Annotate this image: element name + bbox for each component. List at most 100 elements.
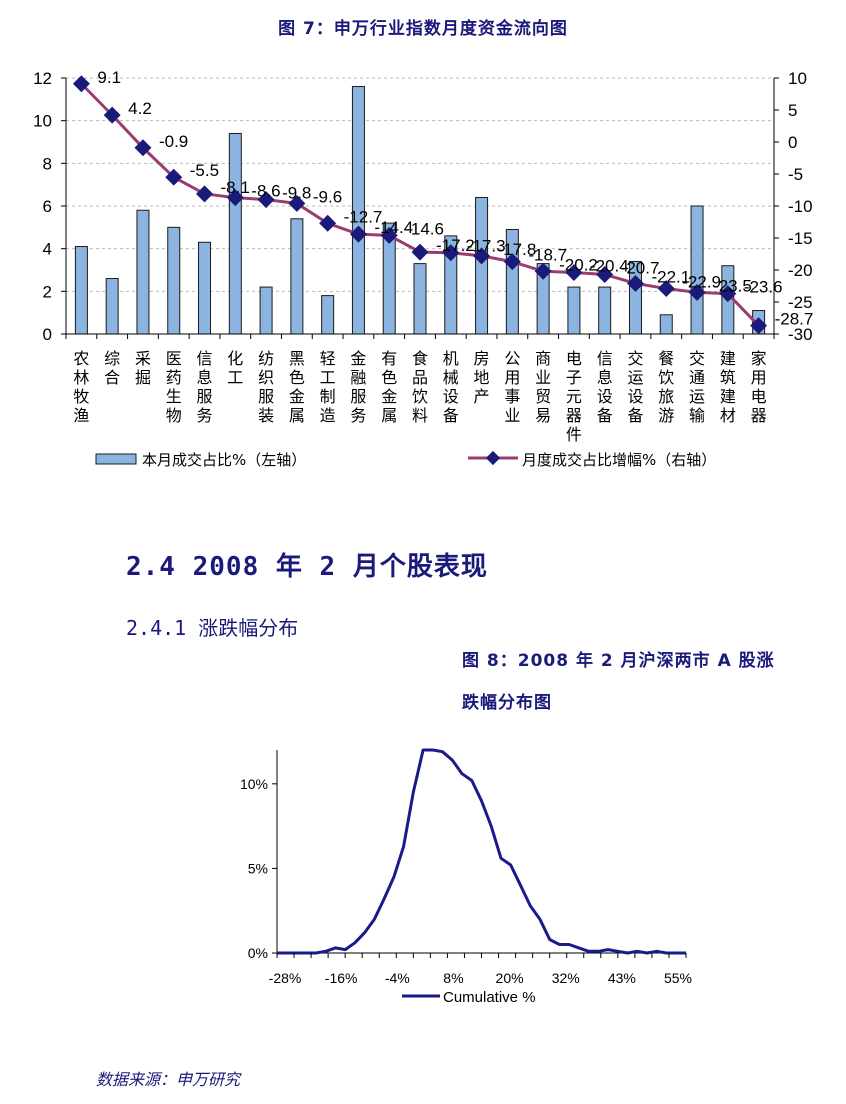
left-tick-label: 4	[43, 240, 52, 259]
x-tick-label: -28%	[269, 970, 302, 986]
right-tick-label: -10	[788, 197, 813, 216]
data-label: -17.2	[436, 236, 475, 255]
right-tick-label: -15	[788, 229, 813, 248]
left-tick-label: 10	[33, 112, 52, 131]
right-tick-label: 0	[788, 133, 797, 152]
category-label: 建筑建材	[720, 349, 736, 425]
category-label: 交运设备	[627, 349, 643, 425]
line-marker	[503, 253, 521, 271]
line-marker	[411, 243, 429, 261]
category-label: 信息服务	[197, 349, 213, 425]
category-label: 家用电器	[751, 349, 767, 425]
line-marker	[750, 317, 768, 335]
x-tick-label: -4%	[385, 970, 410, 986]
data-label: -22.1	[651, 267, 690, 286]
line-marker	[257, 191, 275, 209]
line-marker	[349, 225, 367, 243]
y-tick-label: 10%	[240, 776, 268, 792]
category-label: 有色金属	[381, 349, 397, 425]
line-marker	[196, 185, 214, 203]
legend-line-label: 月度成交占比增幅%（右轴）	[522, 451, 716, 469]
line-marker	[134, 139, 152, 157]
legend-bar-swatch	[95, 453, 137, 465]
line-marker	[596, 265, 614, 283]
bar	[567, 286, 581, 335]
category-label: 金融服务	[350, 349, 366, 425]
line-marker	[288, 194, 306, 212]
category-label: 交通运输	[689, 349, 705, 425]
line-marker	[103, 106, 121, 124]
category-label: 黑色金属	[289, 349, 305, 425]
category-label: 房地产	[474, 349, 490, 406]
line-marker	[565, 264, 583, 282]
right-tick-label: -5	[788, 165, 803, 184]
right-tick-label: -20	[788, 261, 813, 280]
data-label: -20.2	[559, 255, 598, 274]
bar	[167, 226, 181, 335]
right-tick-label: 5	[788, 101, 797, 120]
legend-line-marker	[485, 450, 501, 466]
category-label: 轻工制造	[320, 349, 336, 425]
line-marker	[473, 247, 491, 265]
left-tick-label: 6	[43, 197, 52, 216]
data-label: -28.7	[775, 310, 814, 329]
category-label: 信息设备	[597, 349, 613, 425]
data-source-note: 数据来源：申万研究	[96, 1070, 241, 1089]
data-label: -9.6	[313, 187, 342, 206]
category-label: 电子元器件	[566, 349, 582, 444]
bar	[321, 295, 335, 335]
bar	[413, 263, 427, 335]
figure-8-caption: 图 8：2008 年 2 月沪深两市 A 股涨 跌幅分布图	[462, 640, 782, 724]
y-tick-label: 0%	[248, 945, 268, 961]
data-label: -23.5	[713, 276, 752, 295]
line-marker	[719, 285, 737, 303]
data-label: -9.8	[282, 184, 311, 203]
x-tick-label: 43%	[608, 970, 636, 986]
data-label: -14.4	[374, 218, 413, 237]
category-label: 化工	[227, 349, 243, 387]
data-label: -8.1	[221, 178, 250, 197]
figure-8-caption-line1: 图 8：2008 年 2 月沪深两市 A 股涨	[462, 651, 775, 671]
industry-fund-flow-chart: 0 2 4 6 8 10 12 -30 -25 -20 -15 -10 -5 0 5 10 9.1 4.2 -0.…	[33, 68, 814, 469]
data-label: -17.8	[498, 240, 537, 259]
line-marker	[72, 75, 90, 93]
data-label: 9.1	[97, 68, 121, 87]
data-label: -22.9	[682, 273, 721, 292]
left-tick-label: 8	[43, 154, 52, 173]
right-tick-label: 10	[788, 69, 807, 88]
category-label: 纺织服装	[258, 349, 274, 425]
line-marker	[657, 280, 675, 298]
category-label: 农林牧渔	[73, 349, 89, 425]
left-tick-label: 0	[43, 325, 52, 344]
subsection-title: 2.4.1 涨跌幅分布	[126, 616, 299, 640]
line-marker	[626, 274, 644, 292]
left-tick-label: 2	[43, 282, 52, 301]
line-marker	[226, 189, 244, 207]
data-label: -18.7	[528, 246, 567, 265]
data-label: -20.4	[590, 257, 629, 276]
bar	[228, 132, 242, 335]
line-marker	[319, 214, 337, 232]
y-tick-label: 5%	[248, 860, 268, 876]
x-tick-label: 32%	[552, 970, 580, 986]
bar	[259, 286, 273, 335]
x-tick-label: 55%	[664, 970, 692, 986]
line-marker	[380, 226, 398, 244]
bar	[659, 314, 673, 335]
category-label: 机械设备	[443, 349, 459, 425]
line-marker	[534, 262, 552, 280]
x-tick-label: 8%	[443, 970, 463, 986]
data-label: -8.6	[251, 182, 280, 201]
x-tick-label: 20%	[496, 970, 524, 986]
line-marker	[688, 283, 706, 301]
figure-7-caption: 图 7：申万行业指数月度资金流向图	[278, 19, 568, 39]
left-tick-label: 12	[33, 69, 52, 88]
category-label: 食品饮料	[412, 349, 428, 425]
x-tick-label: -16%	[325, 970, 358, 986]
bar	[136, 209, 150, 335]
category-label: 综合	[104, 349, 120, 387]
legend-bar-label: 本月成交占比%（左轴）	[142, 451, 306, 469]
category-label: 餐饮旅游	[658, 349, 674, 425]
bar	[105, 278, 119, 335]
legend-cumulative-label: Cumulative %	[443, 989, 536, 1006]
